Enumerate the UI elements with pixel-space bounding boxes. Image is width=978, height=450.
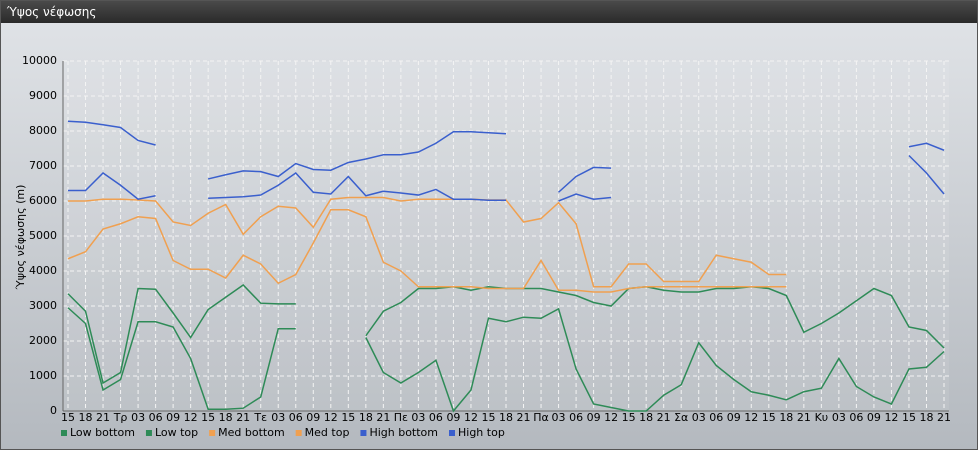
window-title: Ύψος νέφωσης (1, 1, 977, 23)
x-tick-label: 21 (96, 411, 110, 424)
legend-swatch (449, 430, 455, 436)
x-tick-label: 06 (289, 411, 303, 424)
x-tick-label: 06 (849, 411, 863, 424)
x-tick-label: 12 (604, 411, 618, 424)
x-tick-label: 15 (61, 411, 75, 424)
x-tick-label: 03 (692, 411, 706, 424)
y-tick-label: 6000 (29, 194, 57, 207)
x-tick-label: 06 (709, 411, 723, 424)
line-series (67, 284, 945, 385)
x-tick-label: 15 (341, 411, 355, 424)
x-tick-label: 18 (919, 411, 933, 424)
x-tick-label: 21 (376, 411, 390, 424)
chart: Ύψος νέφωσης (m) 0 1000 2000 3000 4000 5000 60… (1, 23, 977, 449)
x-tick-label: 09 (306, 411, 320, 424)
x-tick-label: 03 (832, 411, 846, 424)
x-tick-label: 06 (569, 411, 583, 424)
x-tick-label: 03 (131, 411, 145, 424)
x-tick-label: 09 (446, 411, 460, 424)
x-tick-label: 09 (166, 411, 180, 424)
x-tick-label: 03 (552, 411, 566, 424)
y-tick-label: 5000 (29, 229, 57, 242)
x-tick-label: Τρ (113, 411, 128, 424)
y-tick-label: 7000 (29, 159, 57, 172)
legend-swatch (209, 430, 216, 436)
line-series (67, 307, 945, 413)
x-tick-label: 03 (411, 411, 425, 424)
x-tick-label: 15 (622, 411, 636, 424)
y-axis-label: Ύψος νέφωσης (m) (14, 185, 27, 291)
x-tick-label: 12 (184, 411, 198, 424)
x-tick-label: 21 (797, 411, 811, 424)
x-tick-label: 18 (359, 411, 373, 424)
legend-swatch (360, 430, 367, 436)
x-tick-label: 12 (884, 411, 898, 424)
y-tick-label: 10000 (22, 54, 57, 67)
legend-label: High top (458, 426, 505, 439)
y-tick-label: 8000 (29, 124, 57, 137)
line-series (67, 209, 787, 293)
legend-label: Low bottom (70, 426, 135, 439)
y-tick-label: 1000 (29, 369, 57, 382)
x-tick-label: 21 (937, 411, 951, 424)
x-tick-label: 03 (271, 411, 285, 424)
x-tick-label: 12 (744, 411, 758, 424)
x-tick-label: Κυ (815, 411, 829, 424)
x-tick-label: 12 (464, 411, 478, 424)
y-tick-label: 2000 (29, 334, 57, 347)
x-tick-label: 06 (149, 411, 163, 424)
x-tick-label: 09 (867, 411, 881, 424)
x-tick-label: 18 (499, 411, 513, 424)
line-series (67, 120, 945, 193)
legend-swatch (61, 430, 67, 436)
x-tick-label: 15 (201, 411, 215, 424)
line-series (68, 154, 945, 202)
x-tick-label: 18 (639, 411, 653, 424)
legend-label: Med top (305, 426, 350, 439)
legend-swatch (295, 430, 302, 436)
legend-swatch (145, 430, 152, 436)
x-tick-label: 21 (517, 411, 531, 424)
x-tick-label: 06 (429, 411, 443, 424)
y-tick-label: 9000 (29, 89, 57, 102)
line-series (68, 196, 787, 288)
x-tick-label: 15 (902, 411, 916, 424)
x-tick-label: Σα (674, 411, 688, 424)
x-tick-label: 21 (657, 411, 671, 424)
x-tick-label: Τε (253, 411, 267, 424)
x-tick-label: 18 (79, 411, 93, 424)
x-tick-label: 09 (727, 411, 741, 424)
x-tick-label: Πε (394, 411, 408, 424)
x-tick-label: 15 (481, 411, 495, 424)
x-tick-label: 18 (779, 411, 793, 424)
legend-label: Med bottom (218, 426, 285, 439)
x-tick-label: 18 (219, 411, 233, 424)
y-tick-label: 3000 (29, 299, 57, 312)
x-tick-label: 15 (762, 411, 776, 424)
x-tick-label: 21 (236, 411, 250, 424)
x-tick-label: 12 (324, 411, 338, 424)
x-tick-label: 09 (587, 411, 601, 424)
x-tick-label: Πα (533, 411, 549, 424)
y-tick-label: 4000 (29, 264, 57, 277)
legend-label: Low top (155, 426, 198, 439)
y-tick-label: 0 (50, 404, 57, 417)
legend-label: High bottom (369, 426, 438, 439)
